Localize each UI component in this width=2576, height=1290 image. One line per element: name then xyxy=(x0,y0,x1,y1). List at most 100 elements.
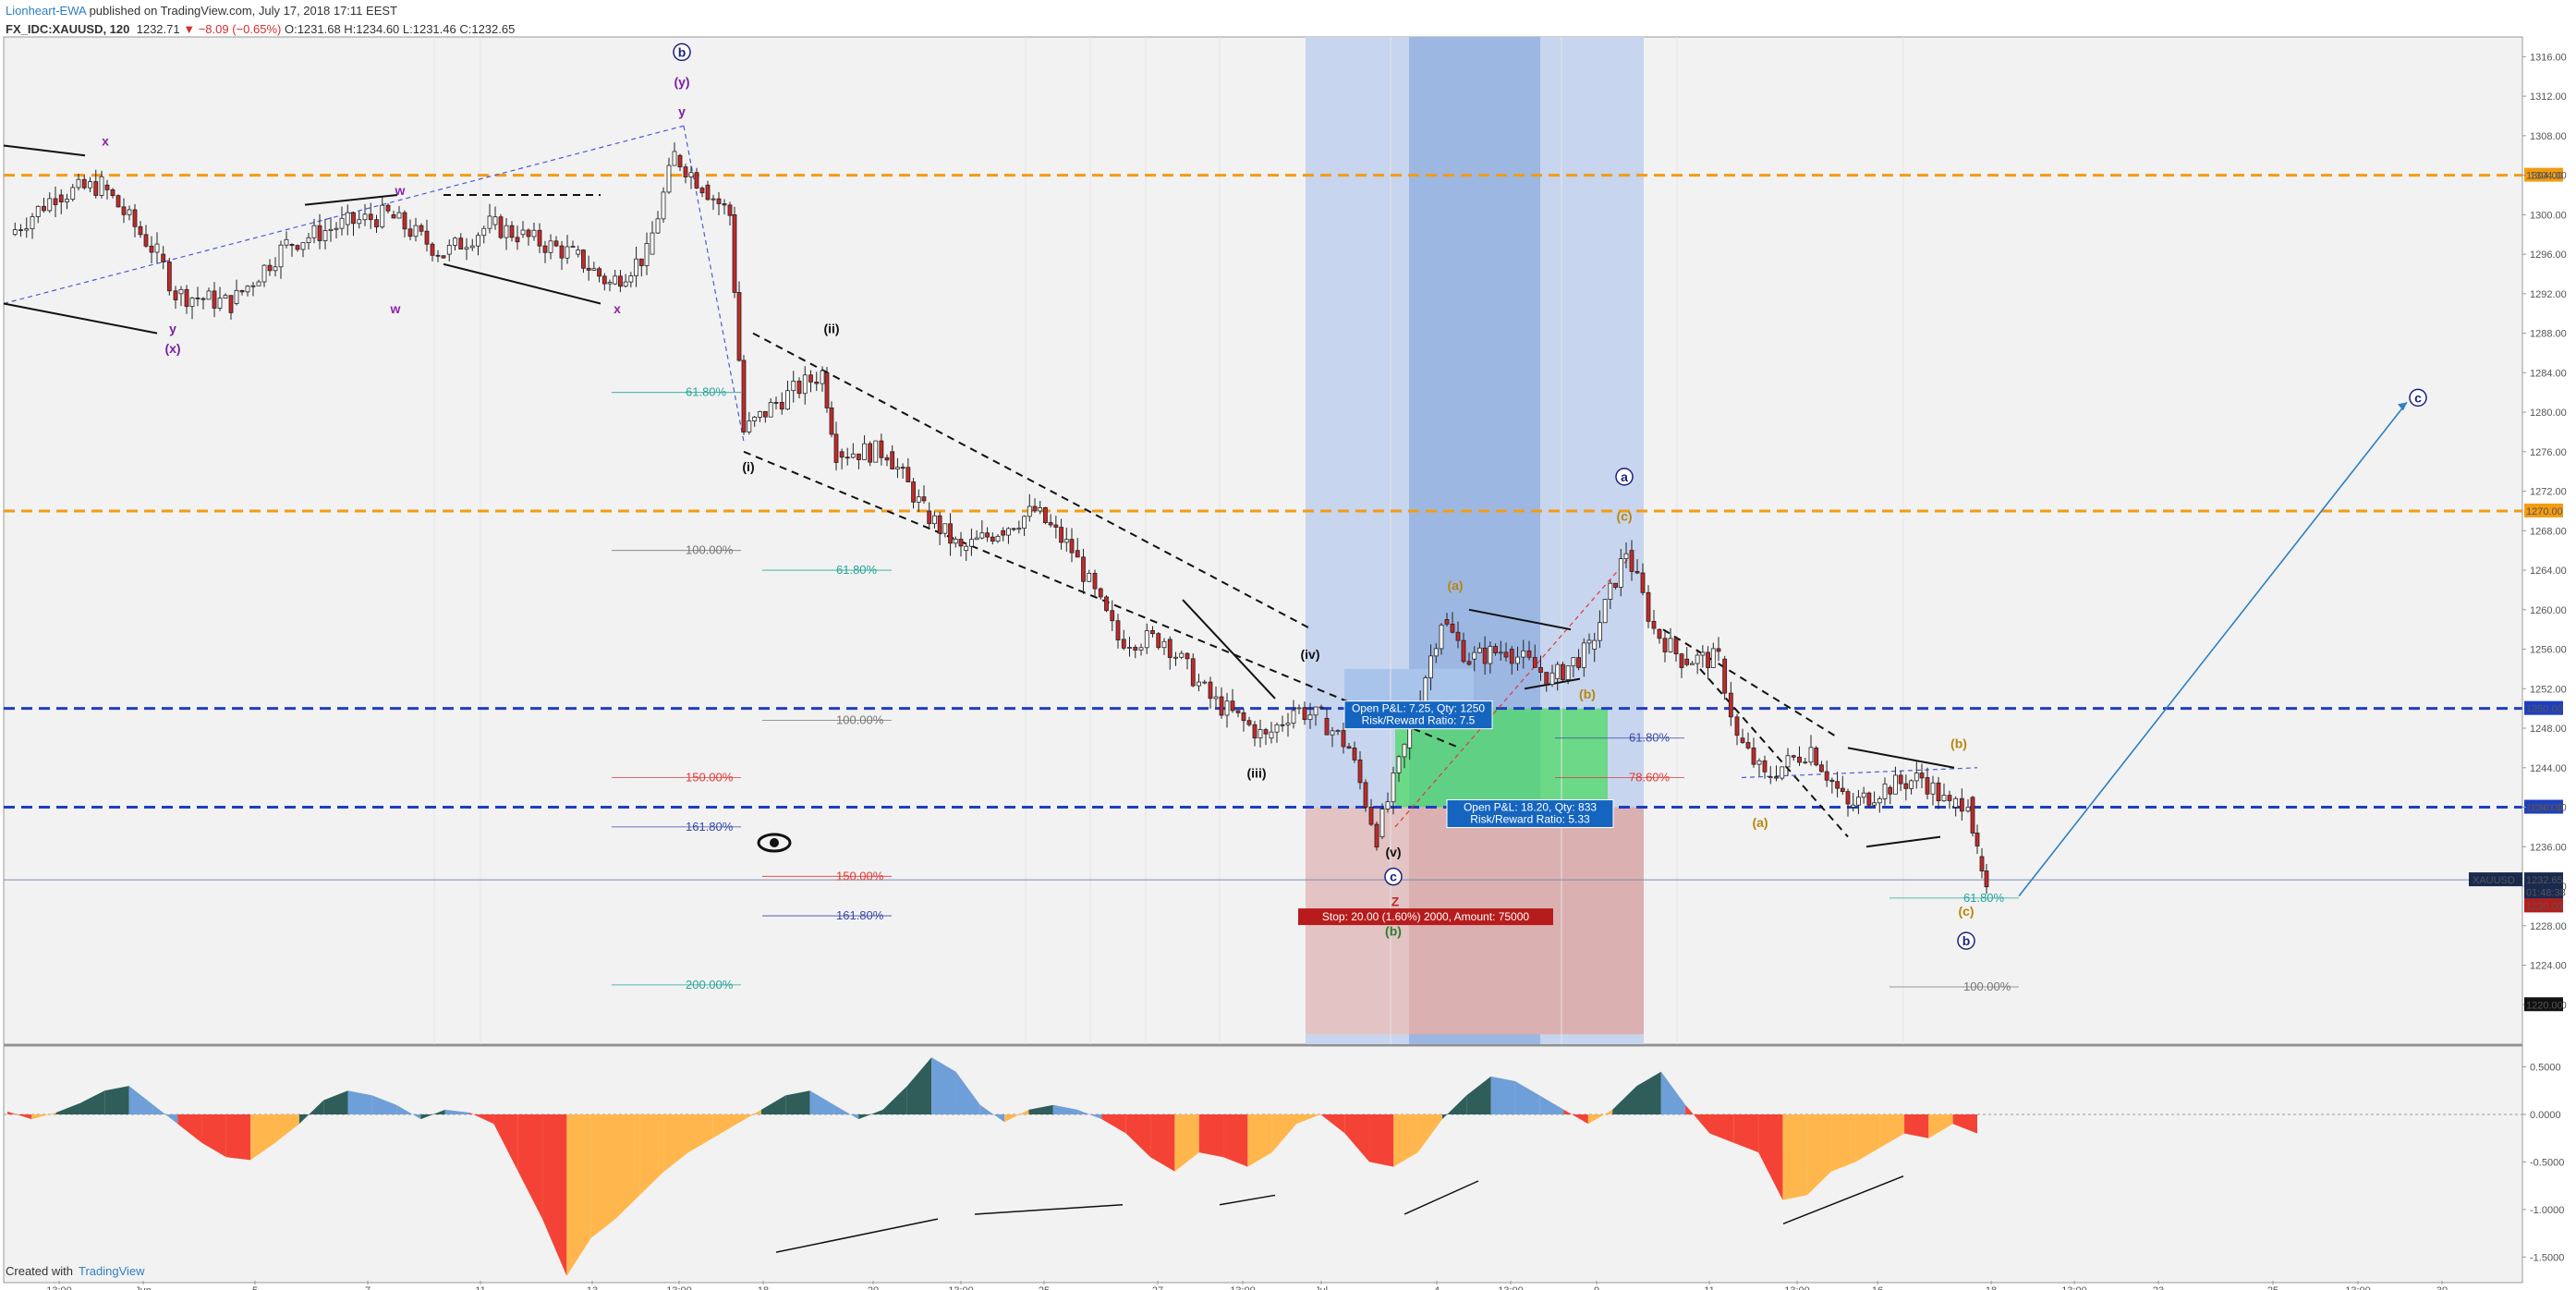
fib-label: 61.80% xyxy=(1963,891,2005,905)
countdown-tag-bg xyxy=(2524,884,2563,899)
candle xyxy=(1150,630,1155,635)
fib-label: 78.60% xyxy=(1629,770,1671,784)
candle xyxy=(526,229,531,237)
osc-bar xyxy=(712,1114,737,1138)
channel-upper xyxy=(752,332,1313,631)
candle xyxy=(1521,650,1526,658)
candle xyxy=(149,245,154,253)
candle xyxy=(1450,623,1455,633)
candle xyxy=(1803,761,1808,764)
candle xyxy=(99,176,104,196)
author-link[interactable]: Lionheart-EWA xyxy=(6,4,86,18)
candle xyxy=(985,532,990,538)
osc-bar xyxy=(760,1095,786,1114)
position-box-2 xyxy=(1446,799,1614,829)
candle xyxy=(1081,556,1086,582)
candle xyxy=(1695,654,1700,664)
candle xyxy=(245,286,250,293)
trend-line xyxy=(1865,835,1941,848)
candle xyxy=(824,371,830,408)
candle xyxy=(1252,724,1258,739)
fib-labels: 61.80% 100.00% 61.80% 100.00% 150.00% 161.80%… xyxy=(612,385,2019,993)
candle xyxy=(1774,776,1779,779)
candle xyxy=(413,225,419,237)
candle xyxy=(173,290,178,300)
candle xyxy=(666,164,672,193)
candle xyxy=(1402,743,1407,758)
x-tick-label: 27 xyxy=(1152,1285,1163,1290)
wave-label: (y) xyxy=(674,74,689,89)
wave-label: (i) xyxy=(742,459,754,474)
candle xyxy=(278,244,284,268)
osc-bar xyxy=(201,1114,226,1158)
candle xyxy=(618,275,623,287)
candle xyxy=(1173,656,1178,659)
candle xyxy=(47,198,53,212)
candle xyxy=(839,451,844,458)
candle xyxy=(1936,782,1941,802)
candle xyxy=(1888,786,1893,795)
candle xyxy=(295,245,300,250)
osc-bar xyxy=(1198,1114,1224,1158)
candle xyxy=(374,219,379,227)
candle xyxy=(1538,666,1543,673)
eye-icon[interactable] xyxy=(757,833,792,853)
ohlc-values: O:1231.68 H:1234.60 L:1231.46 C:1232.65 xyxy=(284,22,516,36)
wave-circle xyxy=(2409,388,2427,408)
osc-bar xyxy=(833,1104,859,1120)
position-box-1-line2: Risk/Reward Ratio: 7.5 xyxy=(1362,714,1476,727)
candle xyxy=(699,188,705,194)
candle xyxy=(1571,657,1576,667)
candle xyxy=(328,228,334,231)
candle xyxy=(435,254,441,257)
candle xyxy=(1335,730,1341,732)
candle xyxy=(1710,648,1716,668)
x-tick-label: 5 xyxy=(252,1285,258,1290)
osc-bar xyxy=(1150,1114,1175,1172)
candle xyxy=(741,359,747,432)
candle xyxy=(683,166,688,177)
candle xyxy=(339,217,345,229)
candle xyxy=(1756,760,1762,765)
candle xyxy=(1819,764,1824,773)
candle xyxy=(548,240,553,253)
candle xyxy=(1722,658,1728,694)
fib-label: 161.80% xyxy=(836,908,884,922)
osc-bar xyxy=(1831,1114,1856,1172)
candle xyxy=(638,258,644,266)
candle xyxy=(1808,747,1814,763)
candle xyxy=(1391,772,1396,803)
candle xyxy=(88,181,92,189)
osc-bar xyxy=(1271,1114,1297,1153)
wave-leg xyxy=(1394,550,1636,828)
candle xyxy=(1307,714,1313,721)
candle xyxy=(476,235,480,247)
candle xyxy=(1466,661,1472,665)
candle xyxy=(154,243,160,253)
candle xyxy=(927,510,932,525)
candle xyxy=(1532,656,1537,668)
candle xyxy=(1263,729,1269,735)
candle xyxy=(24,228,30,231)
candle xyxy=(223,295,228,299)
candle xyxy=(1586,639,1592,644)
candle xyxy=(267,264,273,272)
candle xyxy=(509,225,515,238)
candle xyxy=(1423,677,1428,702)
candle xyxy=(1280,724,1285,726)
candle xyxy=(768,402,773,418)
candle xyxy=(1549,672,1555,686)
countdown-tag: 01:48:38 xyxy=(2526,887,2566,898)
x-tick-label: Jul xyxy=(1315,1285,1328,1290)
candle xyxy=(1947,795,1952,801)
candle xyxy=(921,496,927,502)
wave-label: (iii) xyxy=(1247,765,1267,780)
candle xyxy=(1098,588,1103,598)
price-tag-bg xyxy=(2524,503,2563,517)
target-price-tag-bg xyxy=(2524,997,2563,1012)
candle xyxy=(591,268,597,271)
candle xyxy=(884,456,890,461)
candle xyxy=(1840,787,1845,793)
tradingview-logo-link[interactable]: TradingView xyxy=(78,1264,145,1278)
